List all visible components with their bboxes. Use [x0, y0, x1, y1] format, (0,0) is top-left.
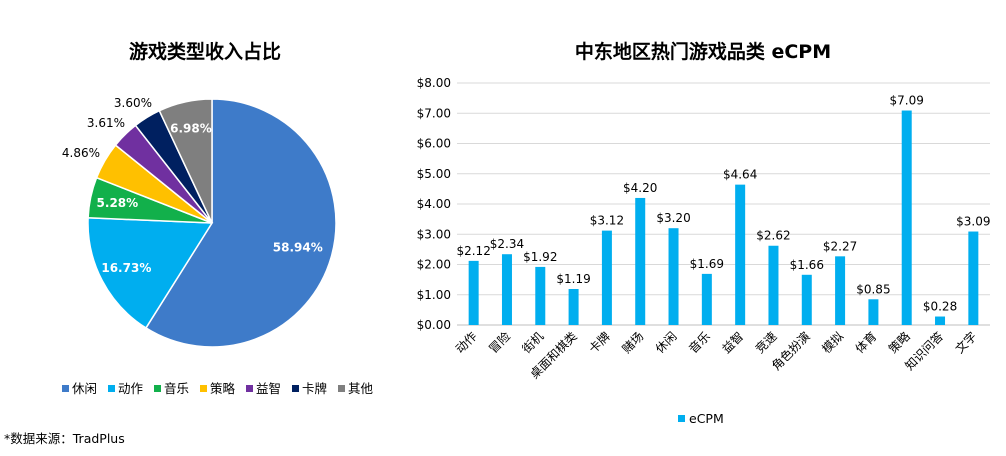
bar [501, 254, 512, 325]
bar-data-label: $1.69 [690, 257, 724, 271]
bar-data-label: $3.12 [590, 214, 624, 228]
y-tick-label: $2.00 [417, 258, 451, 272]
pie-data-label: 58.94% [273, 241, 323, 255]
bar [735, 184, 746, 325]
pie-data-label: 6.98% [170, 122, 212, 136]
ecpm-bar-chart: 中东地区热门游戏品类 eCPM $0.00 $1.00 $2.00 $3.00 $4.00… [417, 40, 991, 426]
legend-label: 策略 [210, 381, 236, 396]
bar [901, 110, 912, 325]
bar [968, 231, 979, 325]
bar [935, 316, 946, 325]
bar-data-label: $3.20 [656, 211, 690, 225]
bar [701, 273, 712, 325]
x-tick-label: 策略 [885, 329, 913, 357]
pie-data-label: 4.86% [62, 146, 100, 160]
legend-swatch [154, 385, 161, 392]
source-note: *数据来源：TradPlus [4, 431, 125, 446]
legend-swatch [292, 385, 299, 392]
bar [868, 299, 879, 325]
bar-data-label: $2.27 [823, 239, 857, 253]
bar [635, 197, 646, 325]
legend-label: 音乐 [164, 381, 189, 396]
bar [601, 230, 612, 325]
x-tick-label: 休闲 [653, 329, 680, 356]
y-tick-label: $0.00 [417, 318, 451, 332]
x-tick-label: 冒险 [486, 329, 514, 357]
bar [768, 245, 779, 325]
x-tick-label: 赌场 [619, 329, 646, 356]
bar-data-label: $2.12 [456, 244, 490, 258]
bar [535, 266, 546, 325]
legend-label: 动作 [118, 381, 144, 396]
legend-label: 其他 [348, 381, 374, 396]
legend-swatch [200, 385, 207, 392]
legend-swatch [678, 415, 685, 422]
legend-label: 益智 [256, 381, 281, 396]
bar-data-label: $1.19 [556, 272, 590, 286]
pie-slice [158, 98, 213, 224]
pie-slice [87, 217, 214, 329]
y-tick-label: $3.00 [417, 227, 451, 241]
x-tick-label: 街机 [520, 329, 547, 356]
bar-data-label: $2.62 [756, 229, 790, 243]
x-tick-label: 竞速 [753, 329, 780, 356]
bar-title: 中东地区热门游戏品类 eCPM [575, 40, 831, 63]
y-tick-label: $6.00 [417, 137, 451, 151]
legend-label: eCPM [689, 411, 724, 426]
x-tick-label: 卡牌 [586, 329, 613, 356]
pie-title: 游戏类型收入占比 [129, 40, 281, 63]
y-tick-label: $4.00 [417, 197, 451, 211]
x-tick-label: 文字 [952, 329, 980, 357]
bar [668, 228, 679, 325]
x-tick-label: 体育 [852, 329, 880, 357]
pie-data-label: 3.60% [114, 96, 152, 110]
pie-data-label: 3.61% [87, 116, 125, 130]
y-tick-label: $1.00 [417, 288, 451, 302]
bar-data-label: $1.66 [790, 258, 824, 272]
bar-data-label: $1.92 [523, 250, 557, 264]
bar-data-label: $0.85 [856, 282, 890, 296]
y-tick-label: $7.00 [417, 106, 451, 120]
legend-swatch [246, 385, 253, 392]
bar [568, 289, 579, 325]
legend-label: 休闲 [72, 381, 97, 396]
pie-data-label: 16.73% [101, 261, 151, 275]
pie-chart: 游戏类型收入占比 58.94% 16.73% 5.28% 4.86% 3.61% 3.60%… [62, 40, 374, 396]
y-tick-label: $5.00 [417, 167, 451, 181]
bar [801, 274, 812, 325]
legend-swatch [338, 385, 345, 392]
bar-data-label: $4.20 [623, 181, 657, 195]
x-tick-label: 音乐 [685, 329, 713, 357]
bar-data-label: $0.28 [923, 300, 957, 314]
x-tick-label: 益智 [719, 329, 747, 357]
bar-data-label: $2.34 [490, 237, 524, 251]
bar-data-label: $4.64 [723, 168, 757, 182]
x-tick-label: 动作 [453, 329, 480, 356]
pie-data-label: 5.28% [97, 196, 139, 210]
pie-slice [144, 98, 337, 348]
legend-swatch [62, 385, 69, 392]
y-tick-label: $8.00 [417, 76, 451, 90]
bar-data-label: $3.09 [956, 215, 990, 229]
bar [468, 260, 479, 325]
legend-swatch [108, 385, 115, 392]
legend-label: 卡牌 [302, 381, 327, 396]
x-tick-label: 模拟 [819, 329, 846, 356]
bar-data-label: $7.09 [890, 94, 924, 108]
bar [835, 256, 846, 325]
